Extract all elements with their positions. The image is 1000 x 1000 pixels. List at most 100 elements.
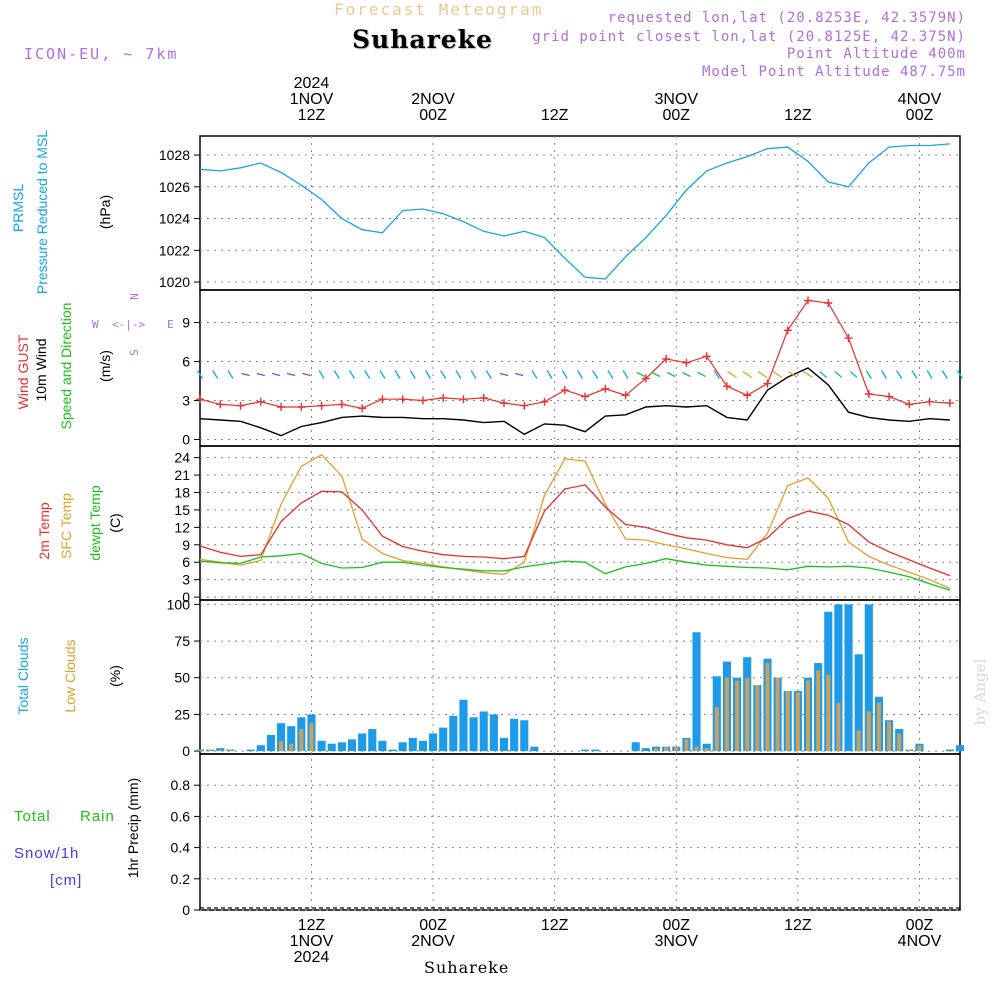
- wind-direction-arrow: [592, 370, 599, 379]
- wind-direction-arrow: [772, 370, 783, 379]
- low-cloud-bar: [279, 740, 284, 752]
- wind-direction-arrow: [318, 370, 325, 379]
- gust-marker: [682, 358, 691, 367]
- wind-direction-arrow: [241, 372, 250, 377]
- total-cloud-bar: [631, 742, 640, 752]
- wind-direction-arrow: [348, 370, 356, 379]
- total-cloud-bar: [641, 748, 650, 752]
- total-cloud-bar: [317, 740, 326, 752]
- wind-direction-arrow: [941, 370, 948, 379]
- low-cloud-bar: [755, 685, 760, 752]
- y-tick-label: 0.6: [171, 808, 191, 824]
- dewpt-line: [199, 552, 951, 591]
- gust-marker: [540, 397, 549, 406]
- wind-direction-arrow: [302, 372, 311, 377]
- bottom-time-label: 12Z: [298, 917, 326, 934]
- total-cloud-bar: [489, 714, 498, 752]
- total-cloud-bar: [581, 749, 590, 752]
- low-cloud-bar: [816, 670, 821, 752]
- total-cloud-bar: [337, 742, 346, 752]
- gust-marker: [824, 299, 833, 307]
- top-time-label: 2024: [294, 75, 330, 92]
- total-cloud-bar: [692, 632, 701, 752]
- y-tick-label: 3: [182, 393, 190, 409]
- low-cloud-bar: [684, 739, 689, 752]
- top-time-label: 00Z: [662, 107, 690, 124]
- wind-direction-arrow: [896, 370, 903, 379]
- total-cloud-bar: [479, 711, 488, 752]
- y-tick-label: 12: [174, 519, 190, 535]
- wind-direction-arrow: [742, 370, 753, 379]
- wind-direction-arrow: [713, 370, 720, 379]
- low-cloud-bar: [856, 730, 861, 752]
- gust-marker: [297, 403, 306, 411]
- top-time-label: 1NOV: [290, 91, 334, 108]
- y-tick-label: 0: [182, 589, 190, 605]
- gust-marker: [783, 326, 792, 335]
- y-tick-label: 1026: [159, 179, 190, 195]
- gust-marker: [945, 399, 954, 408]
- gust-line: [199, 299, 950, 409]
- wind-direction-arrow: [787, 370, 798, 379]
- gust-marker: [581, 392, 590, 401]
- bottom-time-label: 1NOV: [290, 933, 334, 950]
- chart-title: Suhareke: [352, 25, 493, 54]
- total-cloud-bar: [844, 604, 853, 752]
- total-cloud-bar: [834, 604, 843, 752]
- y-tick-label: 21: [174, 467, 190, 483]
- y-tick-label: 1028: [159, 147, 190, 163]
- wind-direction-arrow: [865, 370, 872, 379]
- total-cloud-bar: [459, 699, 468, 752]
- total-label: Total: [14, 808, 51, 825]
- total-cloud-bar: [469, 717, 478, 752]
- top-time-label: 00Z: [419, 107, 447, 124]
- total-cloud-bar: [702, 743, 711, 752]
- bottom-time-label: 12Z: [541, 917, 569, 934]
- wind-direction-arrow: [834, 371, 843, 378]
- panel-frame-2: [199, 289, 961, 447]
- wind-direction-arrow: [727, 370, 737, 379]
- wind-direction-arrow: [455, 370, 462, 379]
- cm-label: [cm]: [50, 872, 83, 889]
- wind-direction-arrow: [287, 372, 296, 377]
- total-cloud-bar: [246, 749, 255, 752]
- wind-direction-arrow: [271, 372, 281, 377]
- low-cloud-bar: [289, 743, 294, 752]
- bottom-time-label: 2024: [294, 949, 330, 966]
- wind-direction-arrow: [212, 370, 219, 379]
- gust-marker: [743, 391, 752, 400]
- gust-marker: [560, 386, 569, 395]
- wind-direction-arrow: [364, 370, 371, 379]
- low-cloud-bar: [775, 677, 780, 752]
- bottom-time-label: 2NOV: [411, 933, 455, 950]
- wind-direction-arrow: [394, 370, 401, 379]
- top-time-label: 12Z: [541, 107, 569, 124]
- low-cloud-bar: [735, 680, 740, 752]
- y-tick-label: 100: [167, 596, 191, 612]
- gust-marker: [277, 403, 286, 411]
- requested-coords: requested lon,lat (20.8253E, 42.3579N): [607, 10, 966, 26]
- gust-marker: [520, 401, 529, 410]
- bottom-time-label: 12Z: [784, 917, 812, 934]
- bottom-time-label: 3NOV: [654, 933, 698, 950]
- bottom-time-label: 4NOV: [898, 933, 942, 950]
- y-tick-label: 0.4: [171, 840, 191, 856]
- compass-w: W: [92, 318, 99, 331]
- wind-direction-arrow: [911, 370, 918, 379]
- rain-label: Rain: [80, 808, 115, 825]
- total-cloud-bar: [864, 604, 873, 752]
- total-cloud-bar: [368, 729, 377, 752]
- wind-direction-arrow: [607, 370, 614, 379]
- point-altitude: Point Altitude 400m: [786, 46, 966, 62]
- wind-direction-arrow: [757, 370, 768, 379]
- y-tick-label: 0: [182, 902, 190, 918]
- low-cloud-bar: [218, 749, 223, 752]
- top-time-label: 00Z: [906, 107, 934, 124]
- low-cloud-bar: [887, 721, 892, 752]
- sfc-temp-line: [199, 453, 951, 589]
- top-time-label: 3NOV: [654, 91, 698, 108]
- low-cloud-bar: [745, 677, 750, 752]
- low-cloud-bar: [917, 745, 922, 752]
- y-tick-label: 18: [174, 484, 190, 500]
- footer-label: Suhareke: [424, 958, 510, 977]
